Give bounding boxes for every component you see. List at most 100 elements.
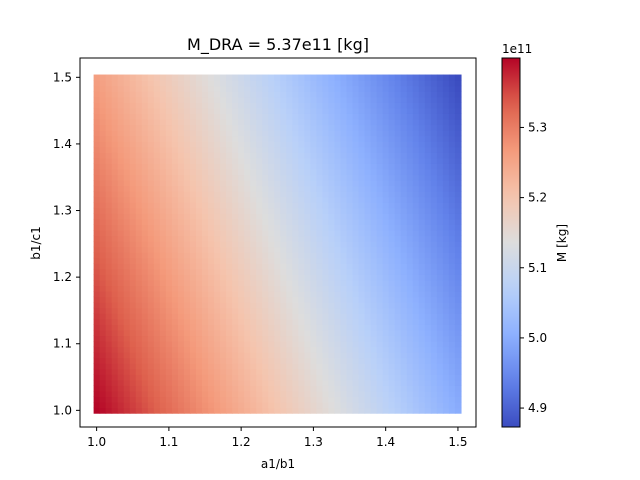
heatmap-cell: [165, 174, 173, 181]
heatmap-cell: [352, 85, 360, 92]
heatmap-cell: [159, 252, 167, 259]
heatmap-cell: [430, 196, 438, 203]
heatmap-cell: [105, 291, 113, 298]
heatmap-cell: [382, 124, 390, 131]
heatmap-cell: [220, 313, 227, 320]
heatmap-cell: [286, 268, 293, 275]
heatmap-cell: [250, 335, 257, 342]
heatmap-cell: [340, 368, 348, 375]
heatmap-cell: [111, 268, 119, 275]
heatmap-cell: [165, 296, 173, 303]
heatmap-cell: [310, 135, 318, 142]
heatmap-cell: [117, 207, 125, 214]
heatmap-cell: [226, 157, 233, 164]
heatmap-cell: [406, 168, 414, 176]
heatmap-cell: [93, 402, 101, 409]
heatmap-cell: [123, 213, 131, 220]
heatmap-cell: [238, 163, 245, 170]
heatmap-cell: [165, 402, 173, 409]
heatmap-cell: [244, 352, 251, 359]
heatmap-cell: [123, 157, 131, 164]
heatmap-cell: [232, 263, 239, 270]
heatmap-cell: [280, 141, 287, 148]
heatmap-cell: [177, 218, 185, 225]
heatmap-cell: [328, 85, 336, 92]
heatmap-cell: [316, 329, 324, 337]
heatmap-cell: [268, 390, 275, 398]
heatmap-cell: [238, 307, 245, 314]
heatmap-cell: [454, 174, 462, 181]
heatmap-cell: [226, 180, 233, 187]
heatmap-cell: [238, 263, 245, 270]
heatmap-cell: [123, 252, 131, 259]
heatmap-cell: [352, 296, 360, 303]
heatmap-cell: [202, 307, 209, 314]
heatmap-cell: [220, 146, 227, 153]
heatmap-cell: [268, 291, 275, 298]
heatmap-cell: [244, 335, 251, 342]
heatmap-cell: [153, 96, 161, 103]
heatmap-cell: [298, 185, 305, 192]
heatmap-cell: [298, 268, 305, 275]
heatmap-cell: [316, 107, 324, 114]
heatmap-cell: [454, 224, 462, 231]
heatmap-cell: [364, 402, 372, 409]
heatmap-cell: [256, 102, 263, 109]
heatmap-cell: [298, 202, 305, 209]
heatmap-cell: [328, 130, 336, 137]
heatmap-cell: [262, 302, 269, 309]
heatmap-cell: [189, 107, 197, 114]
heatmap-cell: [370, 324, 378, 331]
heatmap-cell: [268, 141, 275, 148]
heatmap-cell: [202, 246, 209, 253]
heatmap-cell: [430, 113, 438, 120]
heatmap-cell: [340, 74, 348, 81]
heatmap-cell: [322, 152, 330, 159]
heatmap-cell: [388, 274, 396, 281]
heatmap-cell: [232, 302, 239, 309]
heatmap-cell: [111, 379, 119, 386]
heatmap-cell: [358, 130, 366, 137]
heatmap-cell: [280, 390, 287, 398]
heatmap-cell: [171, 390, 179, 398]
heatmap-cell: [340, 207, 348, 214]
heatmap-cell: [93, 363, 101, 370]
heatmap-cell: [244, 124, 251, 131]
heatmap-cell: [99, 141, 107, 148]
heatmap-cell: [424, 263, 432, 270]
heatmap-cell: [147, 91, 155, 98]
heatmap-cell: [334, 385, 342, 392]
heatmap-cell: [141, 185, 149, 192]
heatmap-cell: [256, 213, 263, 220]
heatmap-cell: [147, 263, 155, 270]
heatmap-cell: [117, 196, 125, 203]
heatmap-cell: [93, 196, 101, 203]
heatmap-cell: [129, 180, 137, 187]
heatmap-cell: [322, 396, 330, 403]
heatmap-cell: [262, 385, 269, 392]
heatmap-cell: [274, 379, 281, 386]
heatmap-cell: [111, 207, 119, 214]
heatmap-cell: [159, 268, 167, 275]
heatmap-cell: [352, 385, 360, 392]
heatmap-cell: [358, 213, 366, 220]
heatmap-cell: [310, 302, 318, 309]
heatmap-cell: [442, 252, 450, 259]
heatmap-cell: [171, 196, 179, 203]
heatmap-cell: [214, 224, 221, 231]
heatmap-cell: [364, 357, 372, 364]
heatmap-cell: [280, 241, 287, 248]
heatmap-cell: [165, 202, 173, 209]
heatmap-cell: [111, 202, 119, 209]
heatmap-cell: [256, 279, 263, 287]
heatmap-cell: [442, 296, 450, 303]
heatmap-cell: [177, 241, 185, 248]
heatmap-cell: [268, 113, 275, 120]
heatmap-cell: [183, 124, 191, 131]
heatmap-cell: [262, 274, 269, 281]
heatmap-cell: [316, 141, 324, 148]
heatmap-cell: [105, 124, 113, 131]
y-tick-label: 1.2: [53, 270, 72, 284]
heatmap-cell: [448, 340, 456, 348]
heatmap-cell: [358, 263, 366, 270]
